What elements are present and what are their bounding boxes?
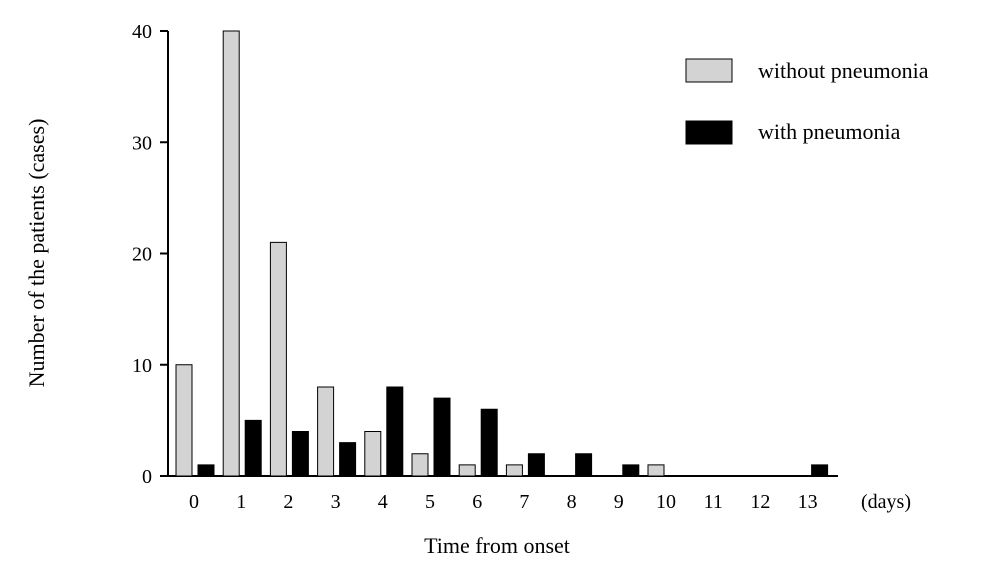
y-tick-label: 20 (132, 244, 152, 266)
y-tick-label: 30 (132, 132, 152, 154)
y-tick-label: 10 (132, 355, 152, 377)
bar-without-pneumonia (505, 464, 523, 477)
bar-without-pneumonia (458, 464, 476, 477)
y-tick-label: 0 (142, 466, 152, 488)
bar-without-pneumonia (647, 464, 665, 477)
x-tick-label: 11 (704, 491, 723, 513)
bar-with-pneumonia (291, 431, 309, 477)
bar-with-pneumonia (527, 453, 545, 477)
bar-without-pneumonia (175, 364, 193, 477)
y-axis-title: Number of the patients (cases) (24, 119, 49, 388)
bar-with-pneumonia (480, 408, 498, 477)
legend-label-with-pneumonia: with pneumonia (758, 119, 901, 144)
x-tick-label: 7 (519, 491, 529, 513)
legend-swatch-with-pneumonia (685, 120, 733, 145)
bar-without-pneumonia (364, 431, 382, 477)
legend-swatch-without-pneumonia (685, 58, 733, 83)
legend-label-without-pneumonia: without pneumonia (758, 58, 929, 83)
bar-with-pneumonia (339, 442, 357, 477)
y-axis: 0 10 20 30 40 (132, 21, 169, 488)
x-axis-unit: (days) (861, 491, 911, 513)
x-tick-label: 1 (236, 491, 246, 513)
x-tick-label: 3 (331, 491, 341, 513)
x-tick-label: 8 (567, 491, 577, 513)
y-tick-label: 40 (132, 21, 152, 43)
legend: without pneumonia with pneumonia (685, 58, 929, 145)
x-tick-label: 6 (472, 491, 482, 513)
bars (175, 30, 829, 477)
bar-without-pneumonia (411, 453, 429, 477)
bar-with-pneumonia (197, 464, 215, 477)
x-tick-label: 9 (614, 491, 624, 513)
x-tick-label: 10 (656, 491, 676, 513)
bar-without-pneumonia (269, 241, 287, 477)
bar-with-pneumonia (811, 464, 829, 477)
bar-with-pneumonia (622, 464, 640, 477)
bar-with-pneumonia (244, 419, 262, 477)
x-tick-label: 13 (798, 491, 818, 513)
x-axis-title: Time from onset (424, 533, 570, 558)
x-tick-label: 12 (750, 491, 770, 513)
bar-with-pneumonia (433, 397, 451, 477)
x-axis: 0 1 2 3 4 5 6 7 8 9 10 11 12 13 (168, 475, 838, 513)
x-tick-label: 4 (378, 491, 388, 513)
x-tick-label: 0 (189, 491, 199, 513)
bar-with-pneumonia (575, 453, 593, 477)
x-tick-label: 2 (283, 491, 293, 513)
bar-without-pneumonia (222, 30, 240, 477)
bar-with-pneumonia (386, 386, 404, 477)
x-tick-label: 5 (425, 491, 435, 513)
bar-without-pneumonia (317, 386, 335, 477)
